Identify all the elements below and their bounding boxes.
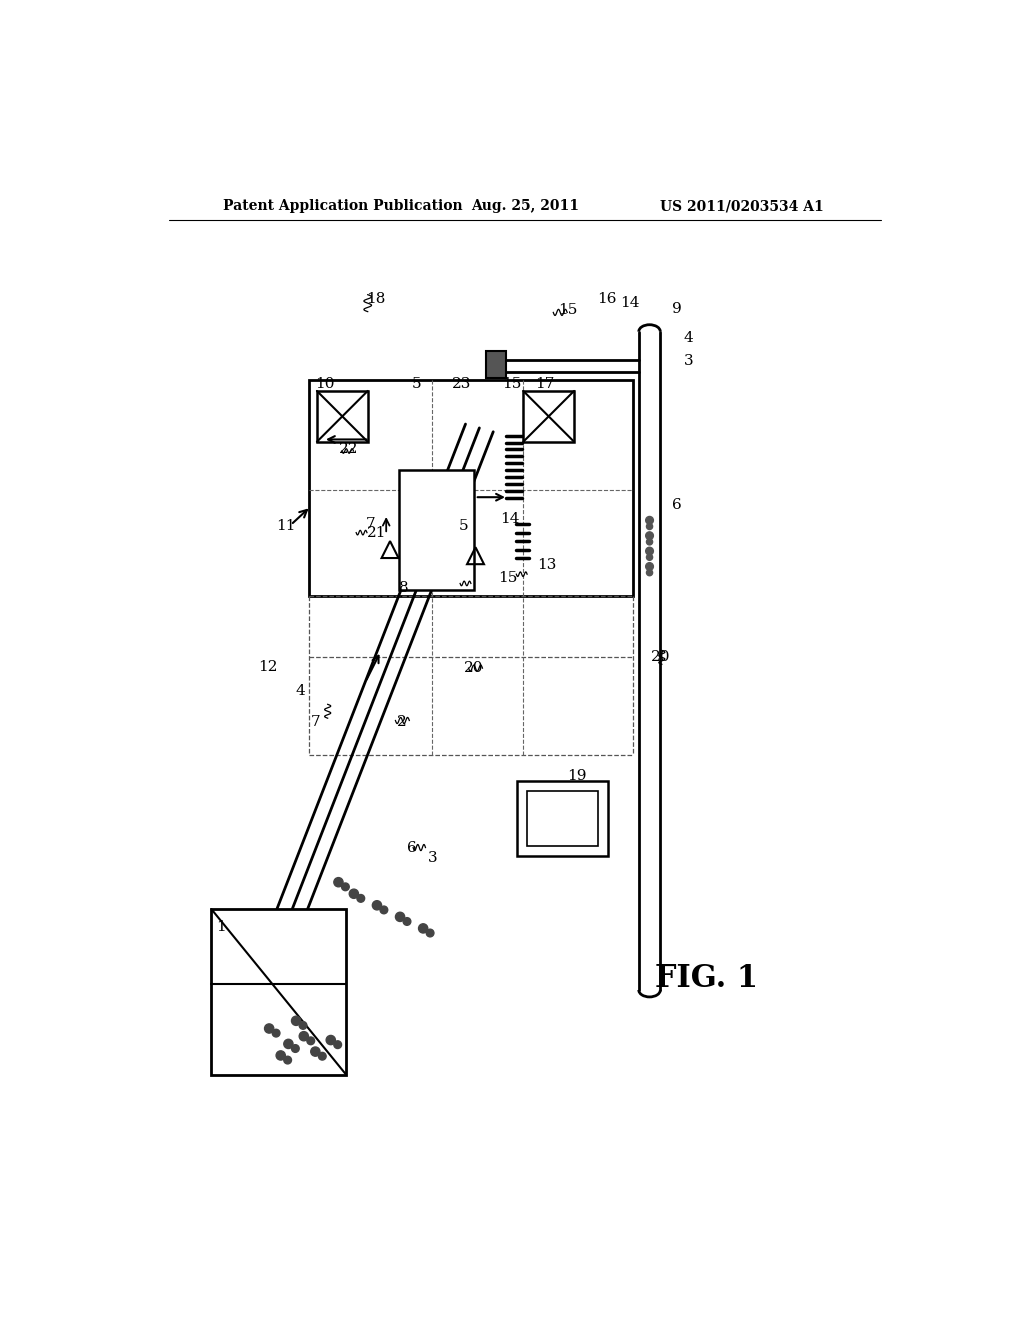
Text: 7: 7 xyxy=(366,517,376,531)
Text: 4: 4 xyxy=(684,331,693,345)
Text: 20: 20 xyxy=(650,651,670,664)
Circle shape xyxy=(292,1016,301,1026)
Bar xyxy=(309,380,633,595)
Text: 4: 4 xyxy=(295,684,305,698)
Text: 19: 19 xyxy=(567,770,587,783)
Bar xyxy=(486,351,506,378)
Circle shape xyxy=(646,523,652,529)
Text: 6: 6 xyxy=(407,841,417,854)
Circle shape xyxy=(284,1039,293,1048)
Circle shape xyxy=(357,895,365,903)
Text: 8: 8 xyxy=(399,581,409,595)
Circle shape xyxy=(349,890,358,899)
Bar xyxy=(527,791,598,846)
Text: 16: 16 xyxy=(597,292,616,306)
Circle shape xyxy=(419,924,428,933)
Text: 6: 6 xyxy=(673,498,682,512)
Circle shape xyxy=(272,1030,280,1038)
Text: 17: 17 xyxy=(536,378,555,391)
Text: 14: 14 xyxy=(500,512,519,525)
Text: 7: 7 xyxy=(310,715,321,729)
Circle shape xyxy=(646,539,652,545)
Circle shape xyxy=(299,1032,308,1040)
Text: 15: 15 xyxy=(502,378,521,391)
Bar xyxy=(523,391,574,442)
Text: FIG. 1: FIG. 1 xyxy=(655,964,758,994)
Text: 10: 10 xyxy=(314,378,335,391)
Text: 21: 21 xyxy=(368,525,387,540)
Circle shape xyxy=(326,1035,336,1044)
Circle shape xyxy=(646,532,653,540)
Circle shape xyxy=(403,917,411,925)
Bar xyxy=(316,391,368,442)
Circle shape xyxy=(307,1038,314,1044)
Circle shape xyxy=(334,1040,342,1048)
Text: 20: 20 xyxy=(464,661,483,675)
Bar xyxy=(517,780,608,857)
Text: 3: 3 xyxy=(684,354,693,368)
Text: 22: 22 xyxy=(339,442,358,457)
Text: 1: 1 xyxy=(216,920,226,933)
Bar xyxy=(398,470,474,590)
Text: 12: 12 xyxy=(258,660,278,673)
Text: 11: 11 xyxy=(276,520,296,533)
Circle shape xyxy=(646,516,653,524)
Text: 23: 23 xyxy=(452,378,471,391)
Text: Aug. 25, 2011: Aug. 25, 2011 xyxy=(471,199,579,213)
Text: 15: 15 xyxy=(558,304,578,317)
Circle shape xyxy=(646,562,653,570)
Circle shape xyxy=(426,929,434,937)
Text: 13: 13 xyxy=(537,558,556,572)
Circle shape xyxy=(310,1047,319,1056)
Circle shape xyxy=(292,1044,299,1052)
Circle shape xyxy=(318,1052,326,1060)
Text: 18: 18 xyxy=(366,292,385,306)
Text: Patent Application Publication: Patent Application Publication xyxy=(223,199,463,213)
Circle shape xyxy=(276,1051,286,1060)
Circle shape xyxy=(299,1022,307,1030)
Circle shape xyxy=(380,906,388,913)
Text: 3: 3 xyxy=(428,850,437,865)
Circle shape xyxy=(646,554,652,561)
Bar xyxy=(211,909,346,1074)
Circle shape xyxy=(342,883,349,891)
Text: 5: 5 xyxy=(459,520,468,533)
Circle shape xyxy=(284,1056,292,1064)
Text: 14: 14 xyxy=(620,296,639,310)
Circle shape xyxy=(646,548,653,554)
Text: 2: 2 xyxy=(396,715,407,729)
Circle shape xyxy=(264,1024,273,1034)
Text: 15: 15 xyxy=(498,572,517,585)
Circle shape xyxy=(334,878,343,887)
Text: 5: 5 xyxy=(413,378,422,391)
Circle shape xyxy=(395,912,404,921)
Circle shape xyxy=(646,570,652,576)
Text: 9: 9 xyxy=(673,301,682,315)
Circle shape xyxy=(373,900,382,909)
Text: US 2011/0203534 A1: US 2011/0203534 A1 xyxy=(659,199,823,213)
